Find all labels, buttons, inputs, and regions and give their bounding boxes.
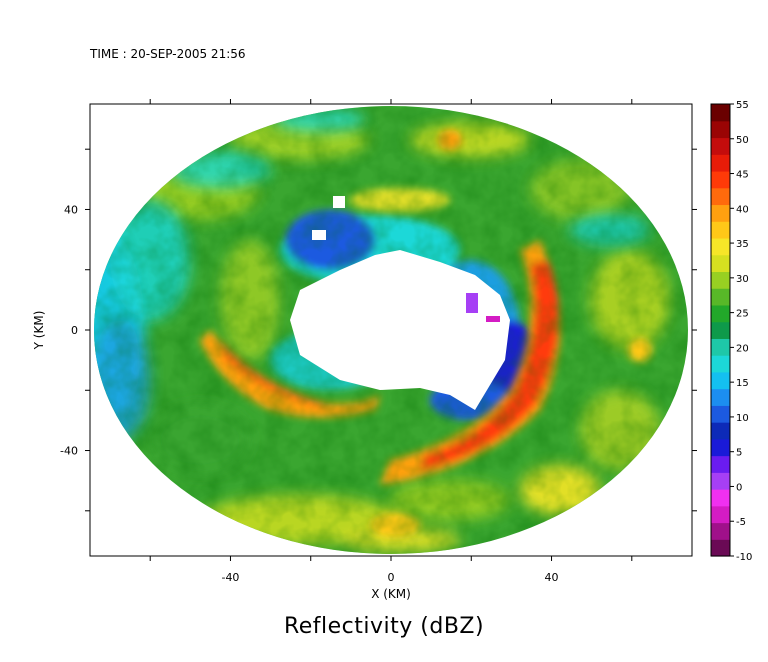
colorbar-swatch bbox=[711, 422, 730, 440]
colorbar-label: 10 bbox=[736, 413, 749, 424]
colorbar-swatch bbox=[711, 371, 730, 390]
axis-ticks bbox=[85, 99, 697, 561]
colorbar-frame bbox=[710, 103, 731, 557]
colorbar-swatch bbox=[711, 355, 730, 373]
colorbar-swatch bbox=[711, 522, 730, 540]
x-tick-label: 0 bbox=[388, 571, 395, 584]
colorbar-label: -10 bbox=[736, 552, 752, 563]
colorbar-swatch bbox=[711, 170, 730, 189]
colorbar-swatch bbox=[711, 505, 730, 524]
axis-tick-labels: -40 0 40 -40 0 40 bbox=[60, 203, 559, 584]
colorbar-swatch bbox=[711, 539, 730, 557]
colorbar-swatch bbox=[711, 104, 730, 122]
colorbar-swatch bbox=[711, 472, 730, 490]
colorbar-swatch bbox=[711, 304, 730, 323]
colorbar-label: 35 bbox=[736, 239, 749, 250]
colorbar-swatch bbox=[711, 455, 730, 473]
colorbar-swatch bbox=[711, 204, 730, 222]
colorbar-swatch bbox=[711, 254, 730, 273]
colorbar-swatch bbox=[711, 438, 730, 457]
colorbar-label: 15 bbox=[736, 378, 749, 389]
colorbar-swatch bbox=[711, 120, 730, 139]
y-tick-label: -40 bbox=[60, 445, 78, 458]
colorbar-swatch bbox=[711, 489, 730, 507]
x-tick-label: -40 bbox=[221, 571, 239, 584]
colorbar-swatch bbox=[711, 405, 730, 423]
plot-area bbox=[90, 104, 692, 556]
colorbar-swatch bbox=[711, 338, 730, 356]
colorbar-swatch bbox=[711, 221, 730, 239]
y-tick-label: 40 bbox=[64, 203, 78, 216]
colorbar: -10 -5 0 5 10 15 20 25 30 35 40 45 50 55 bbox=[710, 100, 752, 563]
colorbar-swatch bbox=[711, 187, 730, 206]
colorbar-label: 55 bbox=[736, 100, 749, 111]
colorbar-label: 25 bbox=[736, 309, 749, 320]
colorbar-swatch bbox=[711, 321, 730, 339]
colorbar-label: 30 bbox=[736, 274, 749, 285]
colorbar-label: 20 bbox=[736, 343, 749, 354]
colorbar-label: 40 bbox=[736, 204, 749, 215]
colorbar-swatch bbox=[711, 271, 730, 289]
colorbar-swatch bbox=[711, 288, 730, 306]
colorbar-swatch bbox=[711, 154, 730, 172]
colorbar-label: 50 bbox=[736, 135, 749, 146]
colorbar-label: 5 bbox=[736, 448, 742, 459]
colorbar-label: 0 bbox=[736, 482, 742, 493]
reflectivity-field bbox=[94, 106, 688, 554]
eye-region bbox=[290, 250, 510, 410]
colorbar-swatch bbox=[711, 137, 730, 155]
y-tick-label: 0 bbox=[71, 324, 78, 337]
colorbar-label: -5 bbox=[736, 517, 746, 528]
time-label: TIME : 20-SEP-2005 21:56 bbox=[90, 47, 246, 61]
y-axis-title: Y (KM) bbox=[32, 311, 46, 351]
colorbar-swatch bbox=[711, 388, 730, 406]
chart-title: Reflectivity (dBZ) bbox=[283, 614, 485, 639]
colorbar-label: 45 bbox=[736, 170, 749, 181]
colorbar-swatch bbox=[711, 237, 730, 256]
x-axis-title: X (KM) bbox=[371, 587, 411, 601]
x-tick-label: 40 bbox=[545, 571, 559, 584]
